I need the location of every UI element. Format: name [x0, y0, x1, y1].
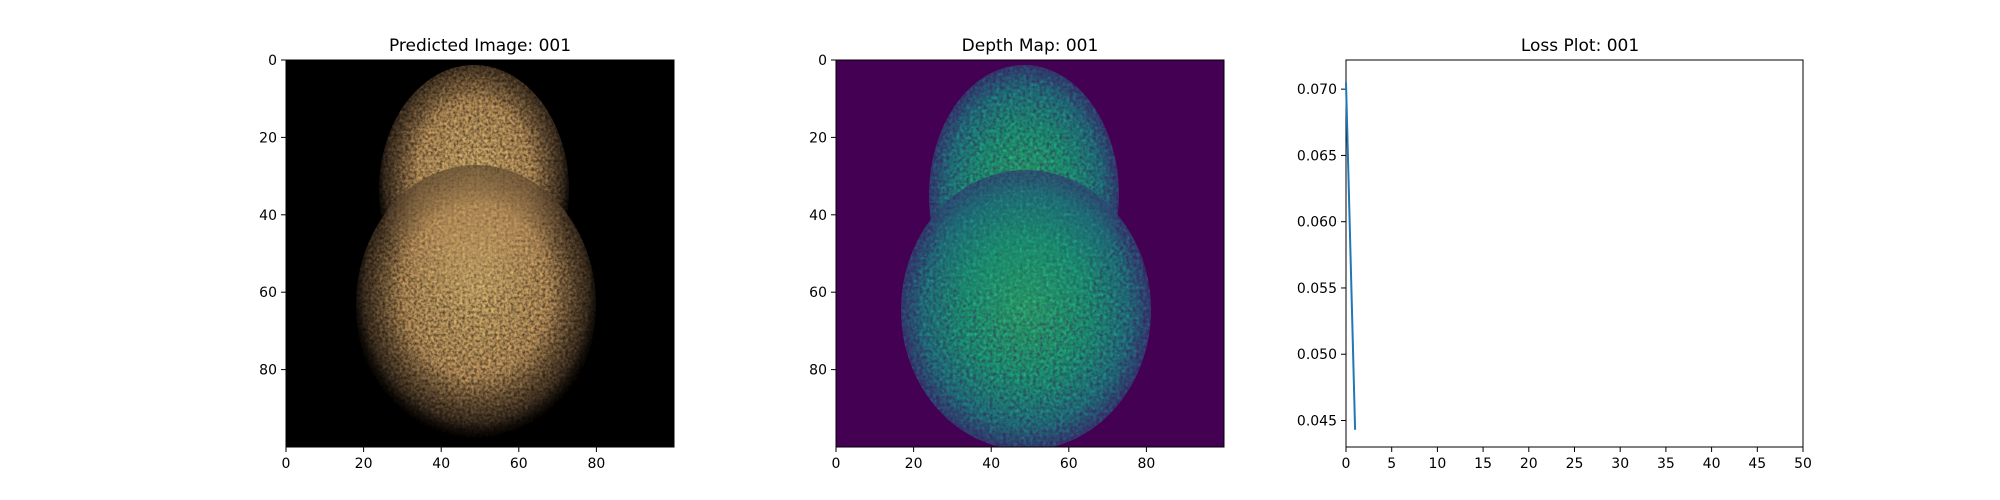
y-tick-label: 60 — [809, 285, 827, 301]
x-tick-label: 80 — [1137, 456, 1155, 472]
axes-frame — [285, 59, 675, 448]
predicted-image-panel: Predicted Image: 001 0 20 40 60 80 0 20 40 60 80 — [259, 36, 675, 472]
chart-title: Loss Plot: 001 — [1521, 36, 1639, 56]
y-tick-label: 0.055 — [1297, 281, 1337, 297]
x-tick-label: 5 — [1387, 456, 1396, 472]
image-blob — [356, 65, 596, 445]
chart-title: Predicted Image: 001 — [389, 36, 571, 56]
image-axes: 0 20 40 60 80 0 20 40 60 80 — [259, 53, 675, 472]
x-tick-label: 60 — [510, 456, 528, 472]
x-tick-label: 60 — [1060, 456, 1078, 472]
depth-axes: 0 20 40 60 80 0 20 40 60 80 — [809, 53, 1225, 472]
y-tick-label: 20 — [809, 130, 827, 146]
x-tick-label: 10 — [1428, 456, 1446, 472]
x-tick-label: 0 — [832, 456, 841, 472]
x-tick-label: 25 — [1566, 456, 1584, 472]
y-tick-label: 60 — [259, 285, 277, 301]
x-tick-label: 20 — [905, 456, 923, 472]
x-tick-label: 80 — [587, 456, 605, 472]
x-tick-label: 35 — [1657, 456, 1675, 472]
y-tick-label: 20 — [259, 130, 277, 146]
y-tick-label: 0.070 — [1297, 82, 1337, 98]
y-tick-label: 80 — [809, 363, 827, 379]
y-tick-label: 0.045 — [1297, 413, 1337, 429]
x-tick-label: 40 — [1703, 456, 1721, 472]
loss-series-line — [1345, 82, 1357, 430]
y-tick-label: 40 — [259, 208, 277, 224]
loss-axes: 0 5 10 15 20 25 30 35 40 45 50 0.045 0.050 0.055 0.060… — [1297, 59, 1812, 472]
x-tick-label: 40 — [432, 456, 450, 472]
x-tick-label: 40 — [982, 456, 1000, 472]
chart-title: Depth Map: 001 — [962, 36, 1099, 56]
x-tick-label: 20 — [1520, 456, 1538, 472]
depth-blob — [901, 65, 1151, 447]
x-tick-label: 50 — [1794, 456, 1812, 472]
x-tick-label: 30 — [1611, 456, 1629, 472]
axes-frame — [835, 59, 1225, 448]
y-tick-label: 40 — [809, 208, 827, 224]
x-tick-label: 15 — [1474, 456, 1492, 472]
y-tick-label: 0.060 — [1297, 215, 1337, 231]
y-tick-label: 0 — [268, 53, 277, 69]
loss-plot-panel: Loss Plot: 001 0 5 10 15 20 25 30 35 40 45 50 0.045… — [1297, 36, 1812, 472]
y-tick-label: 0.065 — [1297, 148, 1337, 164]
x-tick-label: 20 — [355, 456, 373, 472]
x-tick-label: 45 — [1748, 456, 1766, 472]
x-tick-label: 0 — [282, 456, 291, 472]
y-tick-label: 0.050 — [1297, 347, 1337, 363]
axes-frame — [1345, 59, 1804, 448]
y-tick-label: 80 — [259, 363, 277, 379]
depth-map-panel: Depth Map: 001 0 20 40 60 80 0 20 40 60 80 — [809, 36, 1225, 472]
y-tick-label: 0 — [818, 53, 827, 69]
x-tick-label: 0 — [1342, 456, 1351, 472]
